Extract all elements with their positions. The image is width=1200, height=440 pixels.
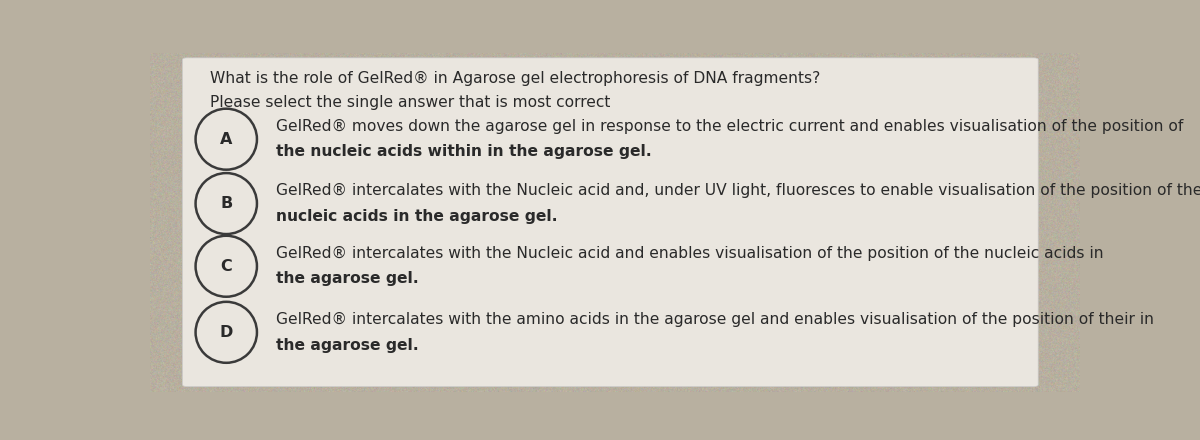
Text: C: C	[221, 259, 232, 274]
Ellipse shape	[196, 236, 257, 297]
Text: A: A	[220, 132, 233, 147]
Text: Please select the single answer that is most correct: Please select the single answer that is …	[210, 95, 611, 110]
Text: the agarose gel.: the agarose gel.	[276, 271, 419, 286]
Text: GelRed® intercalates with the Nucleic acid and, under UV light, fluoresces to en: GelRed® intercalates with the Nucleic ac…	[276, 183, 1200, 198]
FancyBboxPatch shape	[182, 58, 1038, 386]
Text: B: B	[220, 196, 233, 211]
Text: nucleic acids in the agarose gel.: nucleic acids in the agarose gel.	[276, 209, 557, 224]
Ellipse shape	[196, 109, 257, 170]
Text: D: D	[220, 325, 233, 340]
Ellipse shape	[196, 302, 257, 363]
Text: GelRed® moves down the agarose gel in response to the electric current and enabl: GelRed® moves down the agarose gel in re…	[276, 119, 1183, 134]
Text: What is the role of GelRed® in Agarose gel electrophoresis of DNA fragments?: What is the role of GelRed® in Agarose g…	[210, 71, 821, 86]
Ellipse shape	[196, 173, 257, 234]
Text: GelRed® intercalates with the amino acids in the agarose gel and enables visuali: GelRed® intercalates with the amino acid…	[276, 312, 1153, 327]
Text: the agarose gel.: the agarose gel.	[276, 337, 419, 352]
Text: the nucleic acids within in the agarose gel.: the nucleic acids within in the agarose …	[276, 144, 652, 159]
Text: GelRed® intercalates with the Nucleic acid and enables visualisation of the posi: GelRed® intercalates with the Nucleic ac…	[276, 246, 1103, 261]
